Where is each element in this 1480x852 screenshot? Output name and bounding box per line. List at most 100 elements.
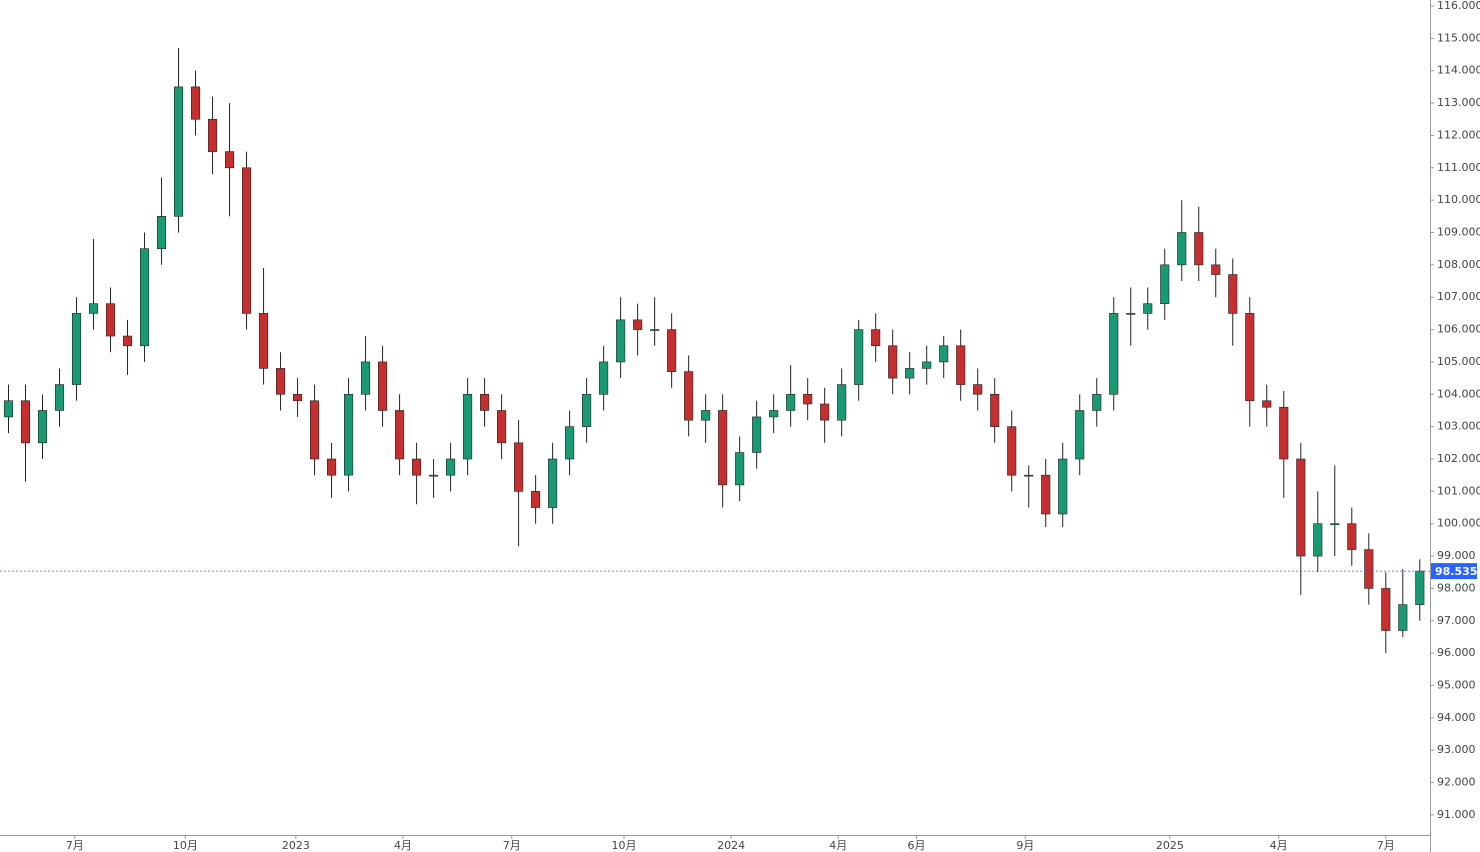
candle-body — [1398, 604, 1408, 631]
x-tick-label: 4月 — [1270, 839, 1288, 852]
candle-body — [1228, 274, 1238, 314]
candle-body — [1160, 264, 1170, 304]
candle-body — [88, 303, 99, 314]
y-tick-label: 101.000 — [1437, 484, 1480, 497]
x-tick-label: 7月 — [503, 839, 521, 852]
candle-body — [752, 416, 762, 453]
x-tick-label: 2023 — [282, 839, 310, 852]
candle-body — [412, 458, 422, 476]
candle-body — [1279, 406, 1289, 460]
candle-body — [990, 393, 1000, 427]
last-price-label: 98.535 — [1435, 565, 1477, 578]
y-tick-label: 92.000 — [1437, 776, 1476, 789]
y-tick-label: 113.000 — [1437, 96, 1480, 109]
candle-body — [1330, 523, 1340, 526]
candle-body — [395, 410, 405, 460]
y-tick-label: 93.000 — [1437, 743, 1476, 756]
candle-body — [888, 345, 898, 379]
candle-body — [1381, 588, 1391, 631]
candle-body — [1143, 303, 1153, 314]
x-tick-label: 7月 — [1377, 839, 1395, 852]
candle-body — [633, 319, 643, 330]
y-tick-label: 91.000 — [1437, 808, 1476, 821]
candle-body — [582, 393, 592, 427]
y-tick-label: 115.000 — [1437, 31, 1480, 44]
y-tick-label: 102.000 — [1437, 452, 1480, 465]
candle-body — [344, 393, 354, 476]
candle-body — [378, 361, 388, 411]
candle-body — [769, 410, 779, 418]
last-price-box — [1431, 563, 1477, 580]
candle-body — [259, 313, 269, 369]
candle-body — [293, 393, 303, 402]
candle-body — [446, 458, 456, 476]
y-tick-label: 96.000 — [1437, 646, 1476, 659]
candle-body — [1313, 523, 1323, 557]
x-tick-label: 4月 — [829, 839, 847, 852]
y-tick-label: 95.000 — [1437, 679, 1476, 692]
candle-body — [3, 400, 14, 418]
candle-body — [1194, 232, 1204, 266]
candle-body — [276, 368, 286, 395]
x-tick-label: 10月 — [612, 839, 637, 852]
candle-body — [480, 393, 490, 411]
candle-body — [1109, 313, 1119, 395]
candle-body — [173, 86, 184, 217]
y-tick-label: 97.000 — [1437, 614, 1476, 627]
y-tick-label: 110.000 — [1437, 193, 1480, 206]
x-tick-label: 2025 — [1156, 839, 1184, 852]
candle-body — [37, 410, 48, 444]
candle-body — [973, 384, 983, 395]
candle-body — [565, 426, 575, 460]
candle-body — [156, 216, 167, 249]
x-tick-label: 7月 — [66, 839, 84, 852]
y-tick-label: 104.000 — [1437, 387, 1480, 400]
candle-body — [1296, 458, 1306, 557]
candle-body — [139, 248, 150, 347]
candle-body — [1041, 474, 1051, 515]
candle-body — [54, 384, 65, 411]
candle-body — [1245, 313, 1255, 402]
candle-body — [1024, 474, 1034, 477]
y-tick-label: 109.000 — [1437, 225, 1480, 238]
y-tick-label: 99.000 — [1437, 549, 1476, 562]
candle-body — [463, 393, 473, 460]
y-tick-label: 114.000 — [1437, 64, 1480, 77]
candle-body — [1211, 264, 1221, 275]
x-tick-label: 2024 — [717, 839, 745, 852]
candle-body — [242, 167, 252, 314]
candle-body — [190, 86, 201, 120]
candle-body — [1347, 523, 1357, 550]
candle-body — [701, 410, 711, 421]
candle-body — [905, 368, 915, 379]
candle-body — [1092, 393, 1102, 411]
candle-body — [786, 393, 796, 411]
candle-body — [1364, 549, 1374, 589]
candle-body — [820, 403, 830, 421]
y-tick-label: 108.000 — [1437, 258, 1480, 271]
candle-body — [650, 329, 660, 331]
candle-body — [497, 410, 507, 444]
candle-body — [1126, 313, 1136, 315]
x-tick-label: 10月 — [173, 839, 198, 852]
candle-body — [327, 458, 337, 476]
candle-body — [1177, 232, 1187, 266]
candle-body — [837, 384, 847, 421]
candle-body — [735, 452, 745, 486]
candle-body — [105, 303, 116, 337]
candle-body — [514, 442, 524, 492]
y-tick-label: 111.000 — [1437, 161, 1480, 174]
y-tick-label: 112.000 — [1437, 128, 1480, 141]
candle-body — [207, 118, 218, 152]
y-tick-label: 105.000 — [1437, 355, 1480, 368]
candle-body — [224, 151, 235, 169]
y-tick-label: 100.000 — [1437, 517, 1480, 530]
candle-body — [803, 393, 813, 405]
x-tick-label: 6月 — [907, 839, 925, 852]
candle-body — [1007, 426, 1017, 476]
candle-body — [1262, 400, 1272, 408]
candle-body — [939, 345, 949, 363]
candle-body — [1075, 410, 1085, 460]
candle-body — [531, 491, 541, 508]
candle-body — [684, 371, 694, 421]
